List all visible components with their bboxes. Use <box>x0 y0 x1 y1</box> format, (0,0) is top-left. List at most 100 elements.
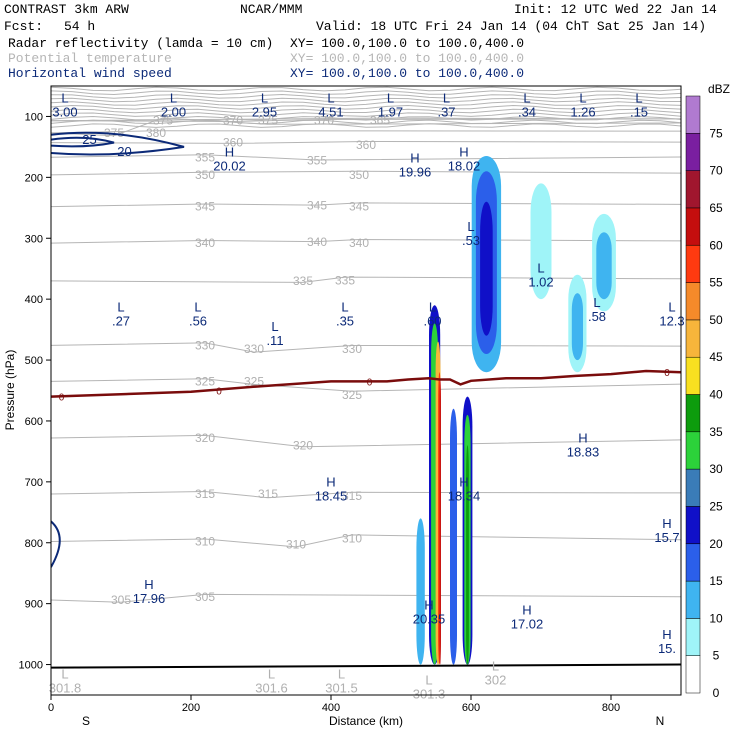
high-marker: H <box>662 627 671 642</box>
high-marker: H <box>578 430 587 445</box>
fcst-label: Fcst: <box>4 19 44 34</box>
theta-contour-340 <box>51 238 681 244</box>
theta-label: 335 <box>293 274 313 288</box>
theta-label: 310 <box>286 538 306 552</box>
low-marker: L <box>194 299 201 314</box>
theta-contour-320 <box>51 434 681 448</box>
low-marker: L <box>443 90 450 105</box>
colorbar-label: 10 <box>709 611 723 625</box>
colorbar-swatch <box>685 506 701 544</box>
colorbar-swatch <box>685 170 701 209</box>
low-marker: L <box>387 90 394 105</box>
low-marker: L <box>467 219 474 234</box>
x-tick-label: 600 <box>462 702 480 714</box>
extreme-value: .56 <box>189 313 207 328</box>
colorbar-swatch <box>685 95 701 134</box>
theta-label: 305 <box>111 593 131 607</box>
colorbar-label: 0 <box>713 686 720 700</box>
freezing-level-label: 0 <box>664 368 670 379</box>
theta-label: 310 <box>195 535 215 549</box>
reflectivity-cell <box>439 378 441 665</box>
north-end-label: N <box>656 714 665 728</box>
field-wind-speed-xy: XY= 100.0,100.0 to 100.0,400.0 <box>290 66 525 81</box>
x-tick-label: 200 <box>182 702 200 714</box>
y-tick-label: 100 <box>25 111 43 123</box>
y-tick-label: 900 <box>25 599 43 611</box>
extreme-value: 301.5 <box>325 681 358 696</box>
x-tick-label: 800 <box>602 702 620 714</box>
theta-label: 345 <box>195 200 215 214</box>
theta-contour-upper <box>51 108 681 114</box>
theta-contour-350 <box>51 170 681 176</box>
theta-contour-upper <box>51 93 681 99</box>
extreme-value: 17.96 <box>133 591 166 606</box>
surface-line <box>50 663 682 669</box>
theta-label: 370 <box>314 114 334 128</box>
theta-contour-upper <box>51 115 681 121</box>
theta-label: 325 <box>195 374 215 388</box>
low-marker: L <box>61 90 68 105</box>
reflectivity-cell <box>596 232 612 300</box>
extreme-value: 1.26 <box>570 104 595 119</box>
reflectivity-cell <box>530 183 552 300</box>
wind-contour-25 <box>51 136 115 148</box>
y-tick-label: 200 <box>25 172 43 184</box>
low-marker: L <box>635 90 642 105</box>
theta-contour-305 <box>51 593 681 603</box>
field-potential-temperature-name: Potential temperature <box>8 51 172 66</box>
field-reflectivity-xy: XY= 100.0,100.0 to 100.0,400.0 <box>290 36 525 51</box>
annotations: 0000L3.00L2.00L2.95L4.51L1.97L.37L.34L1.… <box>49 90 685 701</box>
x-tick-label: 400 <box>322 702 340 714</box>
field-potential-temperature-xy: XY= 100.0,100.0 to 100.0,400.0 <box>290 51 525 66</box>
colorbar-swatch <box>685 356 701 395</box>
reflectivity-cell <box>571 293 583 361</box>
y-tick-label: 600 <box>25 416 43 428</box>
extreme-value: 3.00 <box>52 104 77 119</box>
low-marker: L <box>271 319 278 334</box>
y-tick-label: 1000 <box>19 660 43 672</box>
field-wind-speed-name: Horizontal wind speed <box>8 66 172 81</box>
colorbar-label: 45 <box>709 350 723 364</box>
extreme-value: 20.02 <box>213 159 246 174</box>
high-marker: H <box>459 475 468 490</box>
theta-label: 330 <box>244 342 264 356</box>
low-marker: L <box>593 295 600 310</box>
low-marker: L <box>523 90 530 105</box>
colorbar-swatch <box>685 319 701 358</box>
theta-contour-310 <box>51 534 681 548</box>
freezing-level-line <box>50 369 682 398</box>
y-tick-label: 800 <box>25 538 43 550</box>
low-marker: L <box>261 90 268 105</box>
theta-label: 355 <box>307 153 327 167</box>
colorbar-swatch <box>685 394 701 433</box>
theta-label: 325 <box>342 388 362 402</box>
extreme-value: 18.45 <box>315 489 348 504</box>
theta-label: 340 <box>307 235 327 249</box>
theta-contour-upper <box>51 104 681 110</box>
colorbar-swatch <box>685 133 701 171</box>
theta-contour-upper <box>51 112 681 117</box>
reflectivity-cell <box>466 445 469 665</box>
colorbar-label: 25 <box>709 499 723 513</box>
extreme-value: .11 <box>266 333 283 348</box>
wind-label: 20 <box>117 144 131 159</box>
colorbar-label: 30 <box>709 462 723 476</box>
model-label: CONTRAST 3km ARW <box>4 2 129 17</box>
colorbar-swatch <box>685 207 701 246</box>
chart-header: CONTRAST 3km ARW NCAR/MMM Init: 12 UTC W… <box>0 0 740 86</box>
low-marker: L <box>61 667 68 682</box>
wind-contours: 25 20 <box>51 131 185 568</box>
extreme-value: 301.3 <box>413 687 446 702</box>
low-marker: L <box>341 299 348 314</box>
extreme-value: .37 <box>437 104 455 119</box>
theta-contour-355 <box>51 154 681 161</box>
wind-contour-20 <box>51 131 185 156</box>
extreme-value: .53 <box>462 233 480 248</box>
y-tick-label: 400 <box>25 294 43 306</box>
extreme-value: 2.95 <box>252 104 277 119</box>
extreme-value: 20.35 <box>413 612 446 627</box>
theta-contour-370 <box>51 118 681 123</box>
extreme-value: 18.34 <box>448 489 481 504</box>
extreme-value: 18.83 <box>567 444 600 459</box>
